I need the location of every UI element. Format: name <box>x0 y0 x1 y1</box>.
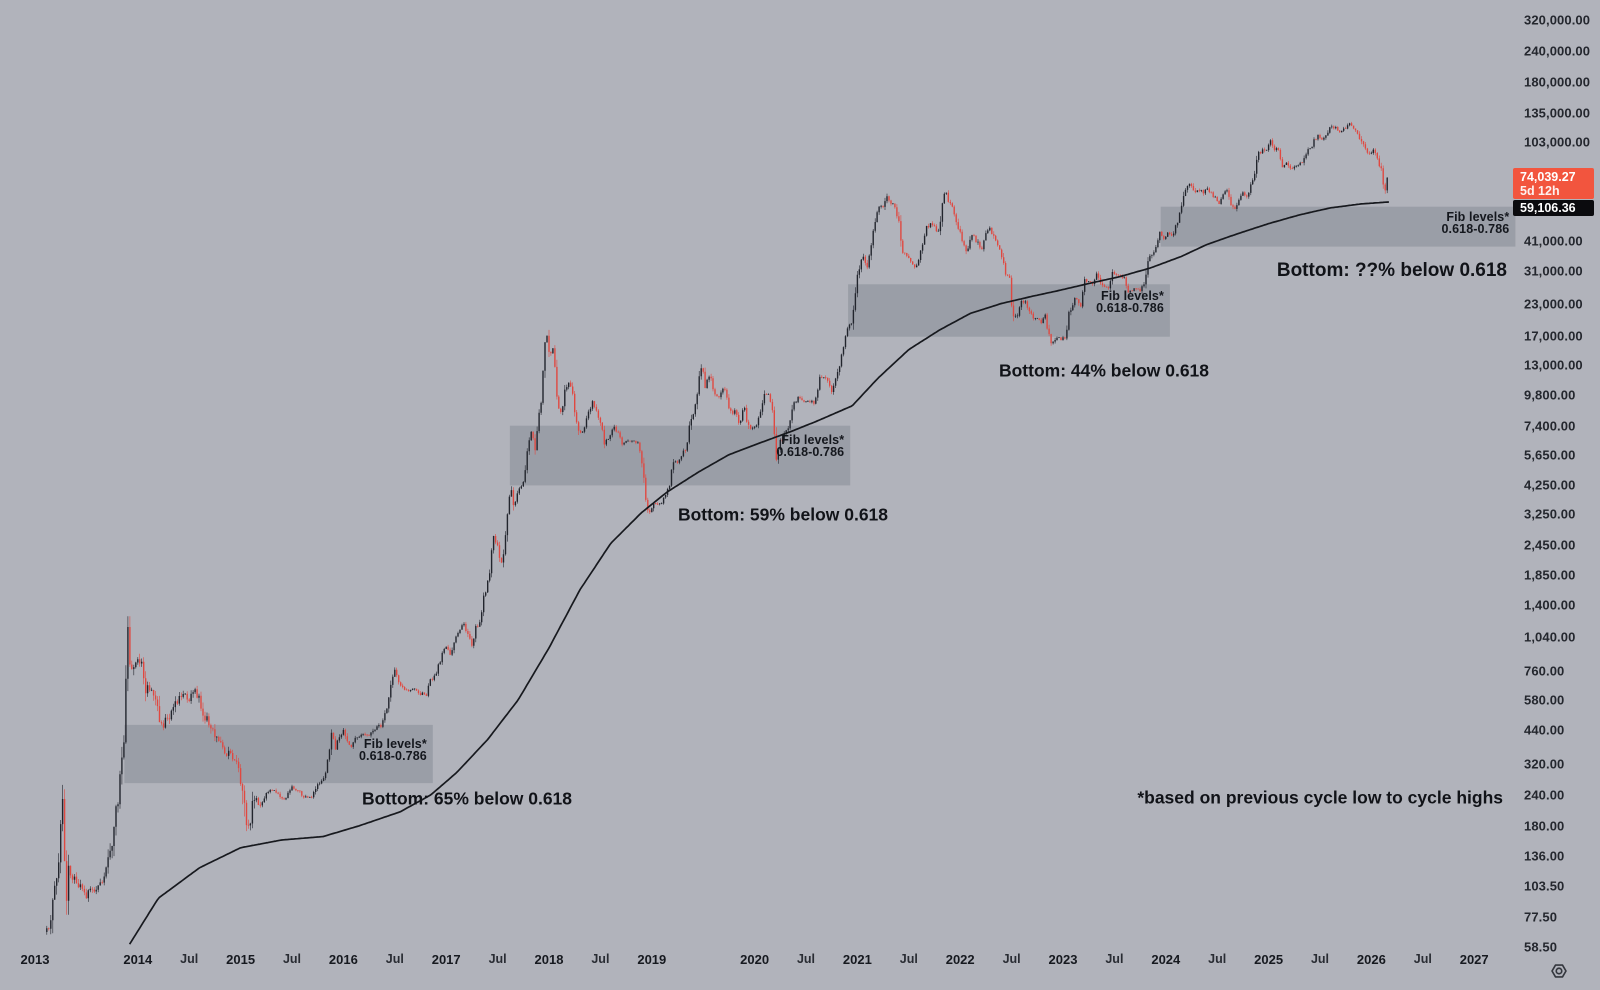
last-price-value: 74,039.27 <box>1520 170 1576 184</box>
month-tick-label: Jul <box>385 952 404 966</box>
month-tick-label: Jul <box>796 952 816 966</box>
price-tick-label: 2,450.00 <box>1524 537 1576 553</box>
month-tick-label: Jul <box>180 952 199 966</box>
price-tick-label: 320.00 <box>1524 756 1565 772</box>
price-tick-label: 23,000.00 <box>1524 296 1583 311</box>
down-candle-bodies <box>48 123 1386 929</box>
month-tick-label: Jul <box>1310 952 1330 966</box>
axis-settings-gear-icon[interactable] <box>1548 960 1570 982</box>
year-tick-label: 2014 <box>123 952 153 967</box>
year-tick-label: 2024 <box>1151 952 1181 967</box>
year-tick-label: 2017 <box>431 952 461 967</box>
year-tick-label: 2026 <box>1356 952 1386 967</box>
last-price-badge: 74,039.27 5d 12h <box>1513 168 1594 199</box>
year-tick-label: 2021 <box>842 952 872 967</box>
price-tick-label: 136.00 <box>1524 848 1565 864</box>
year-tick-label: 2023 <box>1048 952 1078 967</box>
fib-zone-label: Fib levels* 0.618-0.786 <box>359 736 427 763</box>
year-tick-label: 2027 <box>1459 952 1489 967</box>
annotation-text[interactable]: *based on previous cycle low to cycle hi… <box>1137 787 1503 808</box>
price-tick-label: 7,400.00 <box>1524 418 1576 434</box>
year-tick-label: 2016 <box>328 952 358 967</box>
up-candle-bodies <box>46 123 1388 932</box>
year-tick-label: 2020 <box>740 952 770 967</box>
price-tick-label: 4,250.00 <box>1524 477 1576 493</box>
price-tick-label: 17,000.00 <box>1524 328 1583 344</box>
month-tick-label: Jul <box>899 952 918 966</box>
month-tick-label: Jul <box>1208 952 1227 966</box>
price-tick-label: 760.00 <box>1524 663 1565 679</box>
year-tick-label: 2022 <box>945 952 975 967</box>
price-tick-label: 580.00 <box>1524 692 1565 708</box>
candle-countdown: 5d 12h <box>1520 184 1560 198</box>
month-tick-label: Jul <box>1105 952 1124 966</box>
year-tick-label: 2013 <box>20 952 50 967</box>
fib-zones-layer <box>124 206 1516 784</box>
moving-average-line[interactable] <box>128 201 1389 945</box>
price-tick-label: 3,250.00 <box>1524 506 1576 522</box>
annotation-text[interactable]: Bottom: 65% below 0.618 <box>361 788 573 809</box>
price-tick-label: 103.50 <box>1524 878 1565 893</box>
price-tick-label: 58.50 <box>1524 939 1558 955</box>
price-tick-label: 180,000.00 <box>1524 74 1591 90</box>
price-tick-label: 1,040.00 <box>1524 629 1576 645</box>
year-tick-label: 2018 <box>534 952 564 967</box>
price-tick-label: 180.00 <box>1524 818 1565 834</box>
price-tick-label: 41,000.00 <box>1524 233 1583 249</box>
annotation-text[interactable]: Bottom: ??% below 0.618 <box>1276 260 1507 281</box>
price-tick-label: 1,400.00 <box>1524 597 1576 613</box>
annotation-text[interactable]: Bottom: 59% below 0.618 <box>677 504 889 525</box>
month-tick-label: Jul <box>591 952 610 966</box>
month-tick-label: Jul <box>488 952 507 966</box>
ma-price-value: 59,106.36 <box>1520 201 1576 215</box>
fib-zone-label: Fib levels* 0.618-0.786 <box>776 432 845 459</box>
price-tick-label: 240,000.00 <box>1524 43 1591 59</box>
price-tick-label: 77.50 <box>1524 909 1558 925</box>
ma-price-badge: 59,106.36 <box>1513 200 1594 216</box>
price-tick-label: 240.00 <box>1524 787 1565 803</box>
year-tick-label: 2019 <box>637 952 667 967</box>
annotation-text[interactable]: Bottom: 44% below 0.618 <box>998 360 1210 381</box>
price-tick-label: 135,000.00 <box>1524 105 1591 121</box>
month-tick-label: Jul <box>282 952 302 966</box>
fib-zone-rect[interactable] <box>509 425 851 486</box>
price-tick-label: 1,850.00 <box>1524 567 1576 583</box>
month-tick-label: Jul <box>1002 952 1021 966</box>
year-tick-label: 2015 <box>226 952 256 967</box>
price-tick-label: 5,650.00 <box>1524 447 1576 463</box>
price-tick-label: 13,000.00 <box>1524 357 1583 373</box>
price-tick-label: 103,000.00 <box>1524 134 1591 150</box>
price-tick-label: 320,000.00 <box>1524 12 1591 28</box>
month-tick-label: Jul <box>1413 952 1432 966</box>
price-tick-label: 9,800.00 <box>1524 387 1576 403</box>
year-tick-label: 2025 <box>1254 952 1284 967</box>
fib-zone-label: Fib levels* 0.618-0.786 <box>1096 289 1164 316</box>
fib-zone-rect[interactable] <box>848 284 1170 337</box>
fib-zone-rect[interactable] <box>124 724 433 784</box>
price-tick-label: 31,000.00 <box>1524 263 1583 279</box>
price-tick-label: 440.00 <box>1524 722 1565 738</box>
fib-zone-label: Fib levels* 0.618-0.786 <box>1441 209 1510 236</box>
